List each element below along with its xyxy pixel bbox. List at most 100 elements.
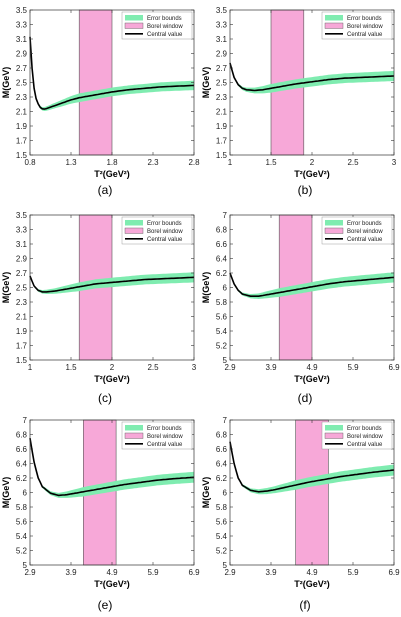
- x-tick-label: 3: [192, 363, 197, 372]
- y-tick-label: 3.5: [16, 211, 28, 220]
- y-tick-label: 6.6: [16, 445, 28, 454]
- chart-panel-d: 5 5.2 5.4 5.6 5.8 6 6.2 6.4 6.6 6.8 7 2.9 3.9 4.9 5.9 6…: [200, 205, 400, 410]
- x-tick-label: 4.9: [106, 568, 118, 577]
- y-tick-label: 6.8: [216, 225, 228, 234]
- x-tick-label: 4.9: [306, 568, 318, 577]
- x-tick-label: 5.9: [147, 568, 159, 577]
- legend-label: Borel window: [147, 434, 183, 440]
- y-tick-label: 6.6: [216, 445, 228, 454]
- y-tick-label: 1.9: [216, 122, 228, 131]
- y-tick-label: 6.4: [16, 459, 28, 468]
- y-tick-label: 5.2: [216, 341, 228, 350]
- y-axis-title: M(GeV): [1, 477, 11, 509]
- y-axis-title: M(GeV): [201, 477, 211, 509]
- legend-swatch-error-bounds: [125, 15, 143, 21]
- chart-panel-a: 1.5 1.7 1.9 2.1 2.3 2.5 2.7 2.9 3.1 3.3 3.5 0.8 1.3 1…: [0, 0, 200, 205]
- caption-e: (e): [97, 598, 113, 612]
- chart-panel-e: 5 5.2 5.4 5.6 5.8 6 6.2 6.4 6.6 6.8 7 2.9 3.9 4.9 5.9 6…: [0, 410, 200, 615]
- x-tick-label: 6.9: [388, 568, 400, 577]
- y-tick-label: 2.7: [216, 64, 228, 73]
- y-tick-label: 2.3: [16, 93, 28, 102]
- y-tick-label: 3.3: [16, 20, 28, 29]
- y-tick-label: 5: [223, 561, 228, 570]
- y-tick-label: 2.9: [16, 49, 28, 58]
- y-tick-label: 2.7: [16, 64, 28, 73]
- y-tick-label: 6.4: [216, 459, 228, 468]
- y-tick-label: 6.2: [16, 474, 28, 483]
- y-tick-label: 7: [23, 416, 28, 425]
- x-tick-label: 2: [110, 363, 115, 372]
- legend-swatch-borel-window: [124, 22, 144, 29]
- legend-swatch-borel-window: [324, 227, 344, 234]
- x-tick-label: 2.9: [24, 568, 36, 577]
- x-tick-label: 2.8: [188, 158, 200, 167]
- y-tick-label: 5.6: [216, 517, 228, 526]
- central-value-line: [29, 437, 195, 497]
- chart-svg-f: 5 5.2 5.4 5.6 5.8 6 6.2 6.4 6.6 6.8 7 2.9 3.9 4.9 5.9 6…: [201, 416, 400, 589]
- legend-label: Error bounds: [147, 221, 182, 227]
- y-tick-label: 6.8: [16, 430, 28, 439]
- y-tick-label: 3.1: [16, 35, 28, 44]
- y-axis-title: M(GeV): [201, 272, 211, 304]
- caption-b: (b): [297, 183, 313, 197]
- legend-swatch-borel-window: [124, 227, 144, 234]
- y-tick-label: 2.7: [16, 269, 28, 278]
- y-tick-label: 7: [223, 211, 228, 220]
- y-tick-label: 7: [223, 416, 228, 425]
- x-tick-label: 2: [310, 158, 315, 167]
- legend-label: Error bounds: [347, 426, 382, 432]
- y-tick-label: 2.9: [216, 49, 228, 58]
- x-tick-label: 5.9: [347, 363, 359, 372]
- x-axis-title: T²(GeV²): [94, 579, 130, 589]
- chart-panel-c: 1.5 1.7 1.9 2.1 2.3 2.5 2.7 2.9 3.1 3.3 3.5 1 1.5 2 2.…: [0, 205, 200, 410]
- x-axis-title: T²(GeV²): [294, 579, 330, 589]
- y-tick-label: 5: [23, 561, 28, 570]
- y-tick-label: 1.9: [16, 327, 28, 336]
- y-tick-label: 1.7: [16, 136, 28, 145]
- central-value-line: [29, 36, 195, 110]
- x-axis-title: T²(GeV²): [294, 374, 330, 384]
- y-tick-label: 6.2: [216, 269, 228, 278]
- y-tick-label: 5.2: [216, 546, 228, 555]
- error-bounds-band: [230, 272, 394, 299]
- central-value-line: [229, 62, 395, 92]
- y-tick-label: 5.8: [16, 503, 28, 512]
- y-tick-label: 1.5: [216, 151, 228, 160]
- y-tick-label: 1.5: [16, 151, 28, 160]
- x-tick-label: 2.9: [224, 568, 236, 577]
- y-tick-label: 1.7: [16, 341, 28, 350]
- legend-label: Error bounds: [147, 426, 182, 432]
- y-tick-label: 3.3: [216, 20, 228, 29]
- chart-svg-b: 1.51.71.92.12.32.52.72.93.13.33.51 1.5 2 2.…: [201, 6, 397, 179]
- chart-svg-d: 5 5.2 5.4 5.6 5.8 6 6.2 6.4 6.6 6.8 7 2.9 3.9 4.9 5.9 6…: [201, 211, 400, 384]
- legend-label: Borel window: [147, 229, 183, 235]
- error-bounds-band: [30, 36, 194, 111]
- y-tick-label: 5.4: [216, 532, 228, 541]
- y-tick-label: 6: [23, 488, 28, 497]
- x-tick-label: 6.9: [388, 363, 400, 372]
- chart-svg-e: 5 5.2 5.4 5.6 5.8 6 6.2 6.4 6.6 6.8 7 2.9 3.9 4.9 5.9 6…: [1, 416, 200, 589]
- y-tick-label: 5.2: [16, 546, 28, 555]
- x-axis-title: T²(GeV²): [94, 374, 130, 384]
- x-tick-label: 3.9: [65, 568, 77, 577]
- x-tick-label: 2.3: [147, 158, 159, 167]
- y-tick-label: 2.3: [216, 93, 228, 102]
- legend-swatch-error-bounds: [125, 220, 143, 226]
- caption-c: (c): [98, 391, 112, 405]
- y-tick-label: 5.4: [216, 327, 228, 336]
- legend-swatch-borel-window: [324, 22, 344, 29]
- caption-a: (a): [97, 183, 113, 197]
- x-tick-label: 1.5: [65, 363, 77, 372]
- y-tick-label: 6: [223, 488, 228, 497]
- x-tick-label: 4.9: [306, 363, 318, 372]
- y-tick-label: 1.9: [16, 122, 28, 131]
- legend-label: Error bounds: [347, 16, 382, 22]
- legend-swatch-error-bounds: [125, 425, 143, 431]
- central-value-line: [29, 275, 195, 293]
- y-tick-label: 2.1: [16, 312, 28, 321]
- legend-label: Central value: [147, 237, 183, 243]
- chart-svg-c: 1.51.71.92.12.32.52.72.93.13.33.51 1.5 2 2.…: [1, 211, 197, 384]
- error-bounds-band: [30, 437, 194, 498]
- legend-swatch-error-bounds: [325, 425, 343, 431]
- caption-f: (f): [299, 598, 311, 612]
